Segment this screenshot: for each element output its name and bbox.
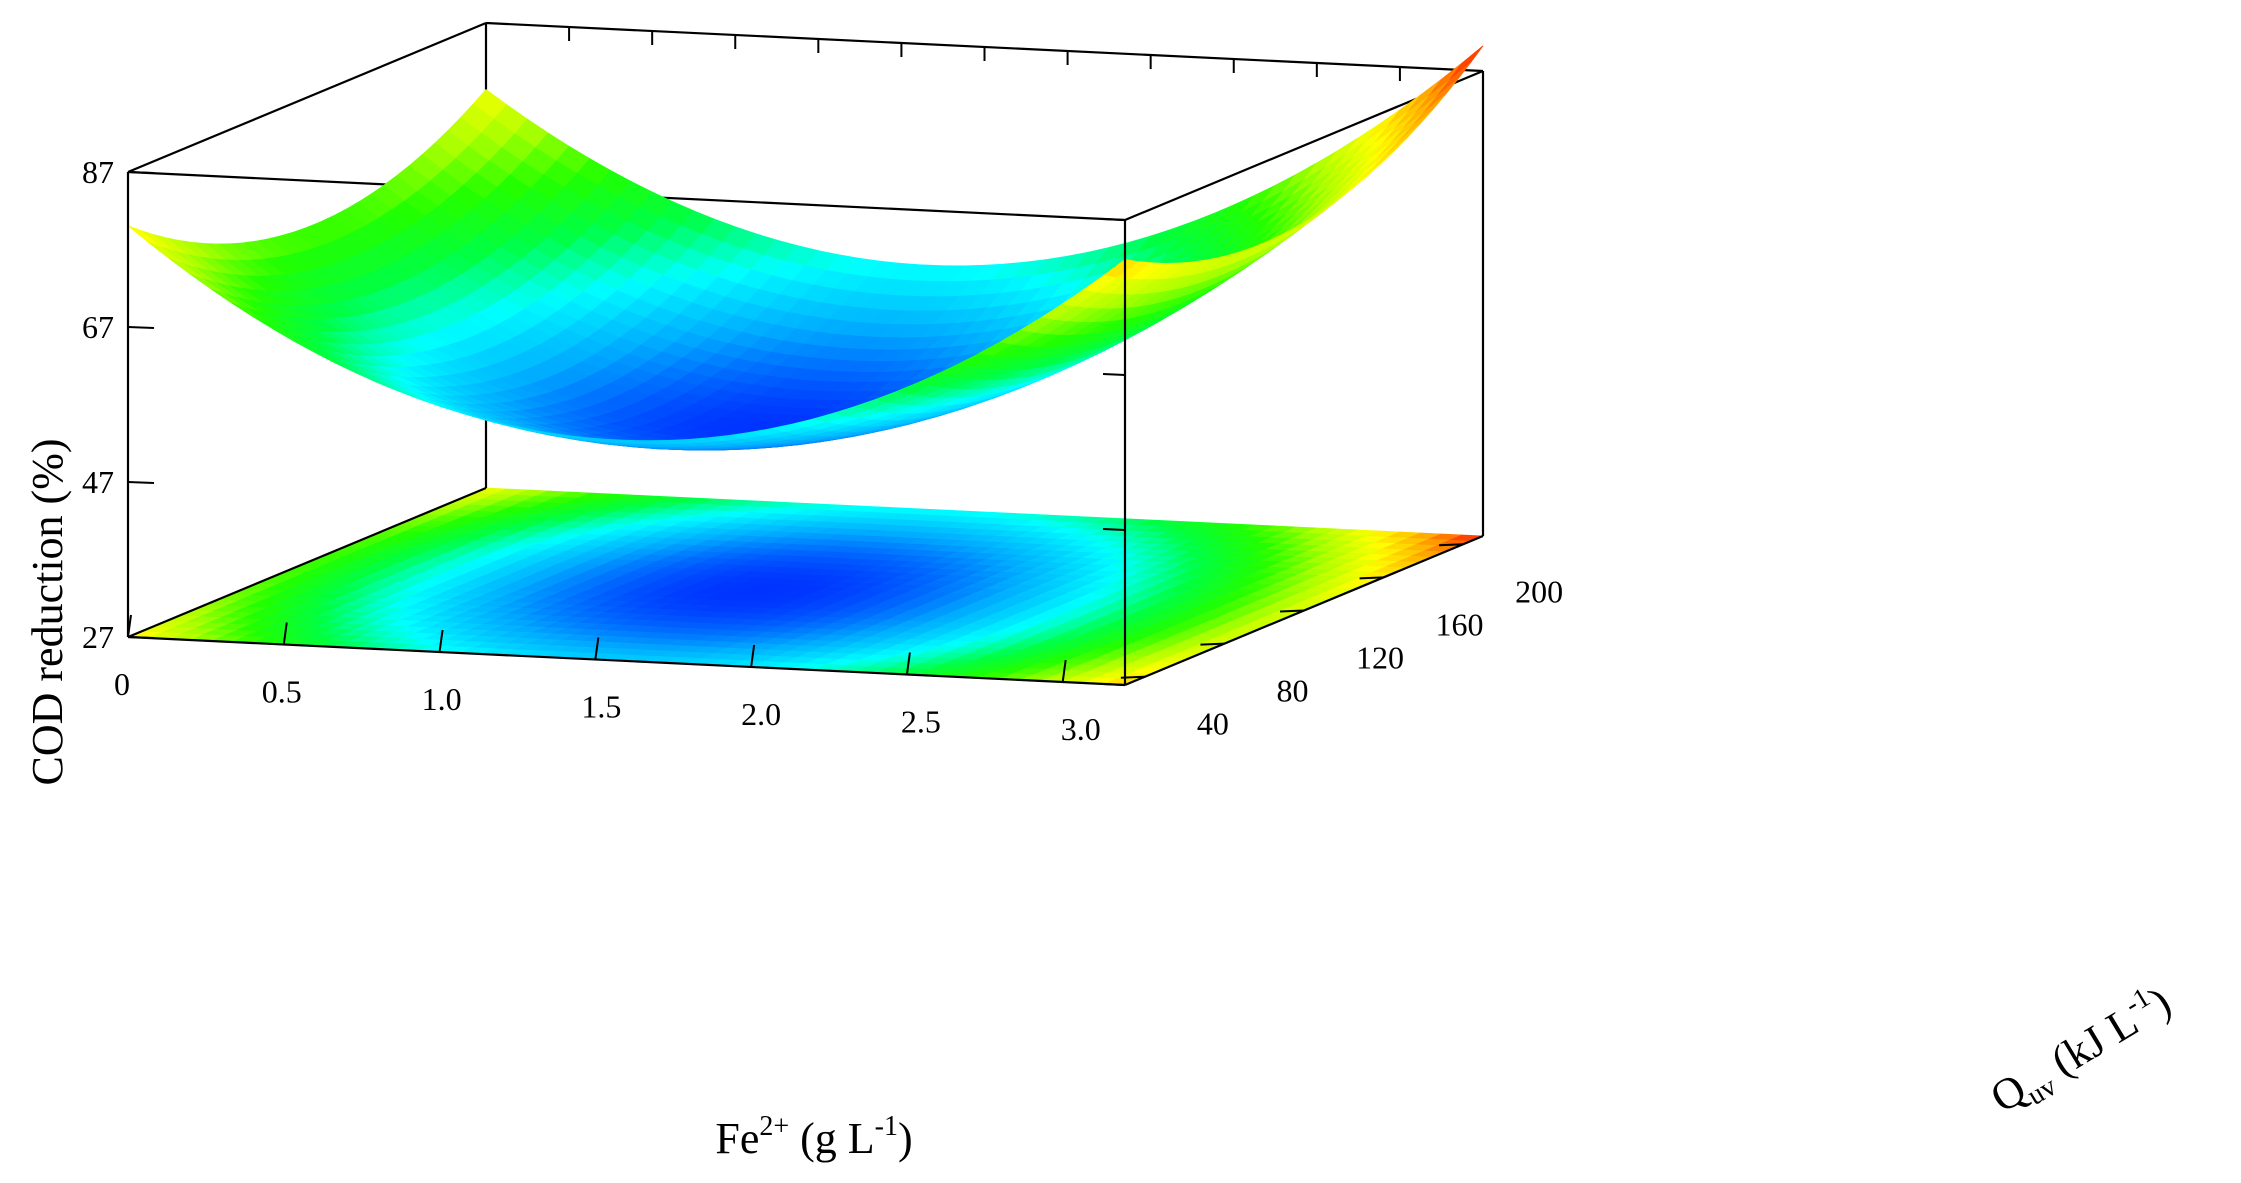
y-tick-label: 200 <box>1515 573 1563 609</box>
response-surface <box>127 45 1484 451</box>
x-tick <box>282 622 288 645</box>
z-tick-right <box>1102 683 1126 686</box>
y-axis-title: Quv (kJ L-1) <box>1980 974 2182 1128</box>
y-tick <box>1359 576 1384 580</box>
y-tick-label: 40 <box>1197 706 1229 742</box>
x-tick <box>438 629 444 653</box>
y-tick-label: 120 <box>1356 640 1404 676</box>
y-tick <box>1279 609 1305 613</box>
tick-labels: 27 47 67 87 0 0.5 1.0 1.5 2.0 2.5 3.0 40 80 120 160 200 <box>82 154 1563 747</box>
contour-floor <box>127 487 1484 686</box>
x-axis-title-rest: (g L <box>789 1114 875 1163</box>
x-tick-label: 0 <box>114 666 130 702</box>
z-tick <box>127 171 155 174</box>
y-tick <box>1120 675 1145 679</box>
left-top-edge <box>127 21 487 174</box>
z-tick-label: 67 <box>82 309 114 345</box>
z-tick-right <box>1102 528 1126 531</box>
x-tick-label: 2.0 <box>741 696 781 732</box>
y-tick <box>1200 642 1225 646</box>
x-axis-title-main: Fe <box>715 1114 759 1163</box>
x-tick-label: 1.0 <box>422 681 462 717</box>
z-tick-right <box>1102 373 1126 376</box>
x-axis-line <box>127 635 1126 687</box>
x-tick-label: 1.5 <box>581 689 621 725</box>
x-tick-label: 3.0 <box>1061 711 1101 747</box>
z-axis-title: COD reduction (%) <box>23 438 72 785</box>
z-tick-label: 27 <box>82 619 114 655</box>
x-tick <box>905 652 911 675</box>
surface-cell <box>1449 45 1484 81</box>
x-tick <box>594 637 600 660</box>
x-tick <box>127 614 132 638</box>
x-tick <box>750 644 756 668</box>
x-tick <box>1061 659 1067 683</box>
surface-cell <box>1103 259 1139 278</box>
z-tick <box>127 326 155 329</box>
z-tick-label: 87 <box>82 154 114 190</box>
left-floor-edge <box>127 486 487 639</box>
x-tick-label: 0.5 <box>262 674 302 710</box>
z-tick-right <box>1102 218 1126 221</box>
y-tick-label: 80 <box>1276 673 1308 709</box>
z-tick-label: 47 <box>82 464 114 500</box>
x-axis-title-sup: 2+ <box>759 1111 789 1142</box>
x-axis-title-sup2: -1 <box>875 1111 898 1142</box>
axis-ticks <box>127 27 1464 686</box>
x-tick-label: 2.5 <box>901 704 941 740</box>
x-axis-title: Fe2+ (g L-1) <box>715 1111 912 1163</box>
z-tick <box>127 636 155 639</box>
z-tick <box>127 481 155 484</box>
x-axis-title-end: ) <box>898 1114 913 1163</box>
y-tick-label: 160 <box>1436 606 1484 642</box>
y-tick <box>1439 543 1464 547</box>
